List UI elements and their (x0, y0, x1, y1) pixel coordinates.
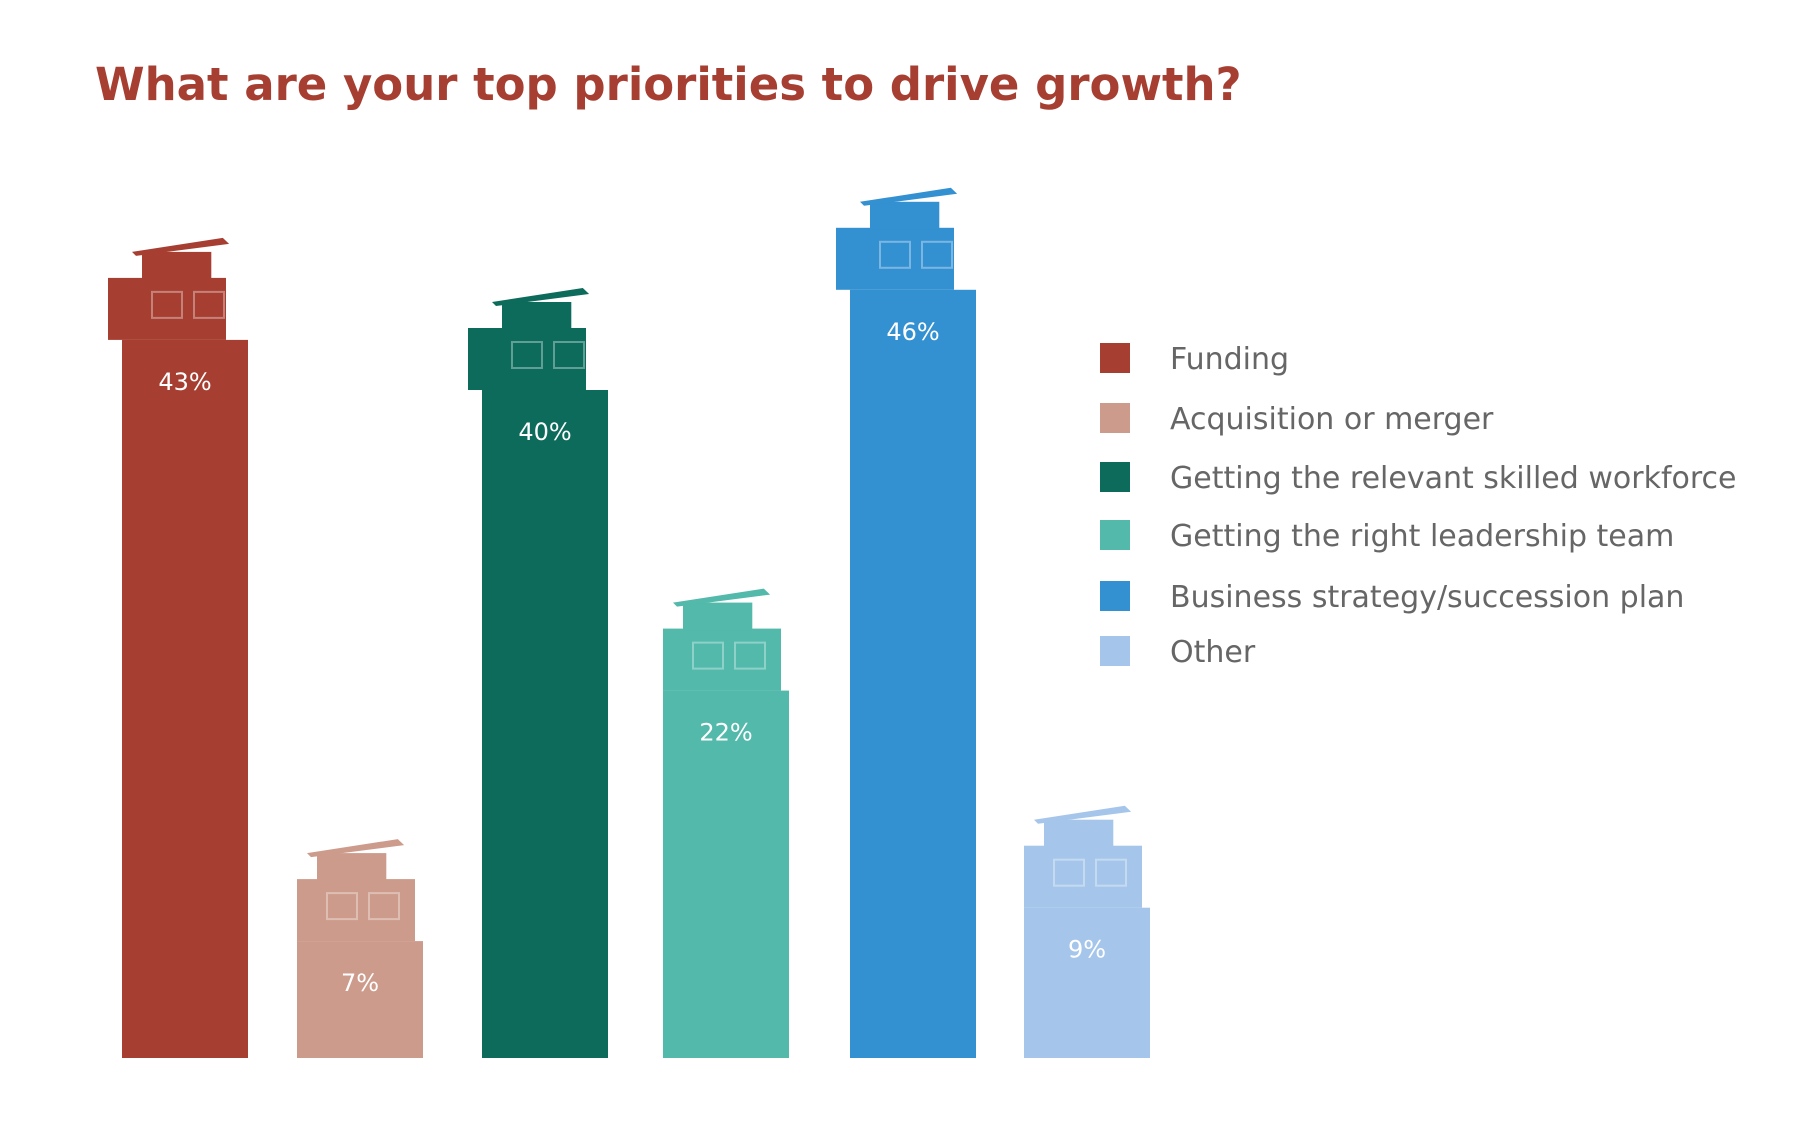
roof-penthouse-business-strategy-succession-plan (870, 201, 940, 230)
roof-slope-other (1034, 805, 1132, 824)
window-2-other (1095, 858, 1127, 887)
window-getting-the-right-leadership-team (692, 641, 724, 670)
legend-item-getting-the-right-leadership-team: Getting the right leadership team (1100, 519, 1674, 554)
bar-getting-the-relevant-skilled-workforce (482, 390, 608, 1058)
legend-label-funding: Funding (1170, 342, 1289, 377)
roof-slope-business-strategy-succession-plan (860, 187, 958, 206)
bar-value-label-getting-the-right-leadership-team: 22% (699, 719, 752, 747)
bar-group-acquisition-or-merger: 7% (297, 839, 423, 1058)
bars-group: 43% 7% 40% 22% 46% 9% (108, 187, 1150, 1058)
bar-group-getting-the-relevant-skilled-workforce: 40% (468, 288, 608, 1058)
bar-value-label-other: 9% (1068, 936, 1106, 964)
roof-penthouse-funding (142, 251, 212, 280)
roof-slope-acquisition-or-merger (307, 839, 405, 858)
bar-acquisition-or-merger (297, 941, 423, 1058)
legend-swatch-acquisition-or-merger (1100, 403, 1130, 433)
bar-group-business-strategy-succession-plan: 46% (836, 187, 976, 1058)
window-2-getting-the-relevant-skilled-workforce (553, 341, 585, 369)
bar-value-label-business-strategy-succession-plan: 46% (886, 318, 939, 346)
legend-swatch-funding (1100, 343, 1130, 373)
roof-block-funding (108, 277, 226, 340)
chart-title: What are your top priorities to drive gr… (95, 58, 1242, 111)
roof-penthouse-getting-the-right-leadership-team (683, 602, 753, 631)
bar-group-funding: 43% (108, 237, 248, 1058)
legend-swatch-other (1100, 636, 1130, 666)
building-roof-acquisition-or-merger (297, 839, 415, 942)
window-2-funding (193, 290, 225, 319)
bar-business-strategy-succession-plan (850, 289, 976, 1058)
legend-label-getting-the-right-leadership-team: Getting the right leadership team (1170, 519, 1674, 554)
legend: Funding Acquisition or merger Getting the … (1100, 342, 1736, 670)
bar-group-other: 9% (1024, 805, 1150, 1058)
building-roof-funding (108, 237, 230, 340)
legend-swatch-business-strategy-succession-plan (1100, 581, 1130, 611)
legend-item-acquisition-or-merger: Acquisition or merger (1100, 402, 1494, 437)
building-roof-other (1024, 805, 1142, 908)
roof-block-getting-the-relevant-skilled-workforce (468, 328, 586, 390)
window-getting-the-relevant-skilled-workforce (511, 341, 543, 369)
bar-value-label-funding: 43% (158, 368, 211, 396)
roof-slope-getting-the-right-leadership-team (673, 588, 771, 607)
roof-penthouse-getting-the-relevant-skilled-workforce (502, 302, 572, 330)
legend-swatch-getting-the-relevant-skilled-workforce (1100, 462, 1130, 492)
legend-label-business-strategy-succession-plan: Business strategy/succession plan (1170, 580, 1684, 615)
roof-block-getting-the-right-leadership-team (663, 628, 781, 691)
window-other (1053, 858, 1085, 887)
window-2-business-strategy-succession-plan (921, 240, 953, 269)
legend-label-getting-the-relevant-skilled-workforce: Getting the relevant skilled workforce (1170, 461, 1736, 496)
bar-value-label-acquisition-or-merger: 7% (341, 969, 379, 997)
legend-item-getting-the-relevant-skilled-workforce: Getting the relevant skilled workforce (1100, 461, 1736, 496)
legend-item-business-strategy-succession-plan: Business strategy/succession plan (1100, 580, 1684, 615)
building-roof-getting-the-relevant-skilled-workforce (468, 288, 590, 390)
window-business-strategy-succession-plan (879, 240, 911, 269)
window-2-acquisition-or-merger (368, 892, 400, 921)
roof-slope-funding (132, 237, 230, 256)
roof-block-acquisition-or-merger (297, 879, 415, 942)
bar-other (1024, 907, 1150, 1058)
roof-penthouse-acquisition-or-merger (317, 853, 387, 882)
window-funding (151, 290, 183, 319)
roof-block-business-strategy-succession-plan (836, 227, 954, 290)
legend-item-other: Other (1100, 635, 1256, 670)
legend-label-acquisition-or-merger: Acquisition or merger (1170, 402, 1494, 437)
building-roof-business-strategy-succession-plan (836, 187, 958, 290)
roof-penthouse-other (1044, 819, 1114, 848)
roof-slope-getting-the-relevant-skilled-workforce (492, 288, 590, 306)
roof-block-other (1024, 845, 1142, 908)
legend-item-funding: Funding (1100, 342, 1289, 377)
building-roof-getting-the-right-leadership-team (663, 588, 781, 691)
legend-label-other: Other (1170, 635, 1256, 670)
bar-value-label-getting-the-relevant-skilled-workforce: 40% (518, 418, 571, 446)
legend-swatch-getting-the-right-leadership-team (1100, 520, 1130, 550)
window-2-getting-the-right-leadership-team (734, 641, 766, 670)
bar-funding (122, 339, 248, 1058)
bar-group-getting-the-right-leadership-team: 22% (663, 588, 789, 1058)
window-acquisition-or-merger (326, 892, 358, 921)
bar-getting-the-right-leadership-team (663, 690, 789, 1058)
